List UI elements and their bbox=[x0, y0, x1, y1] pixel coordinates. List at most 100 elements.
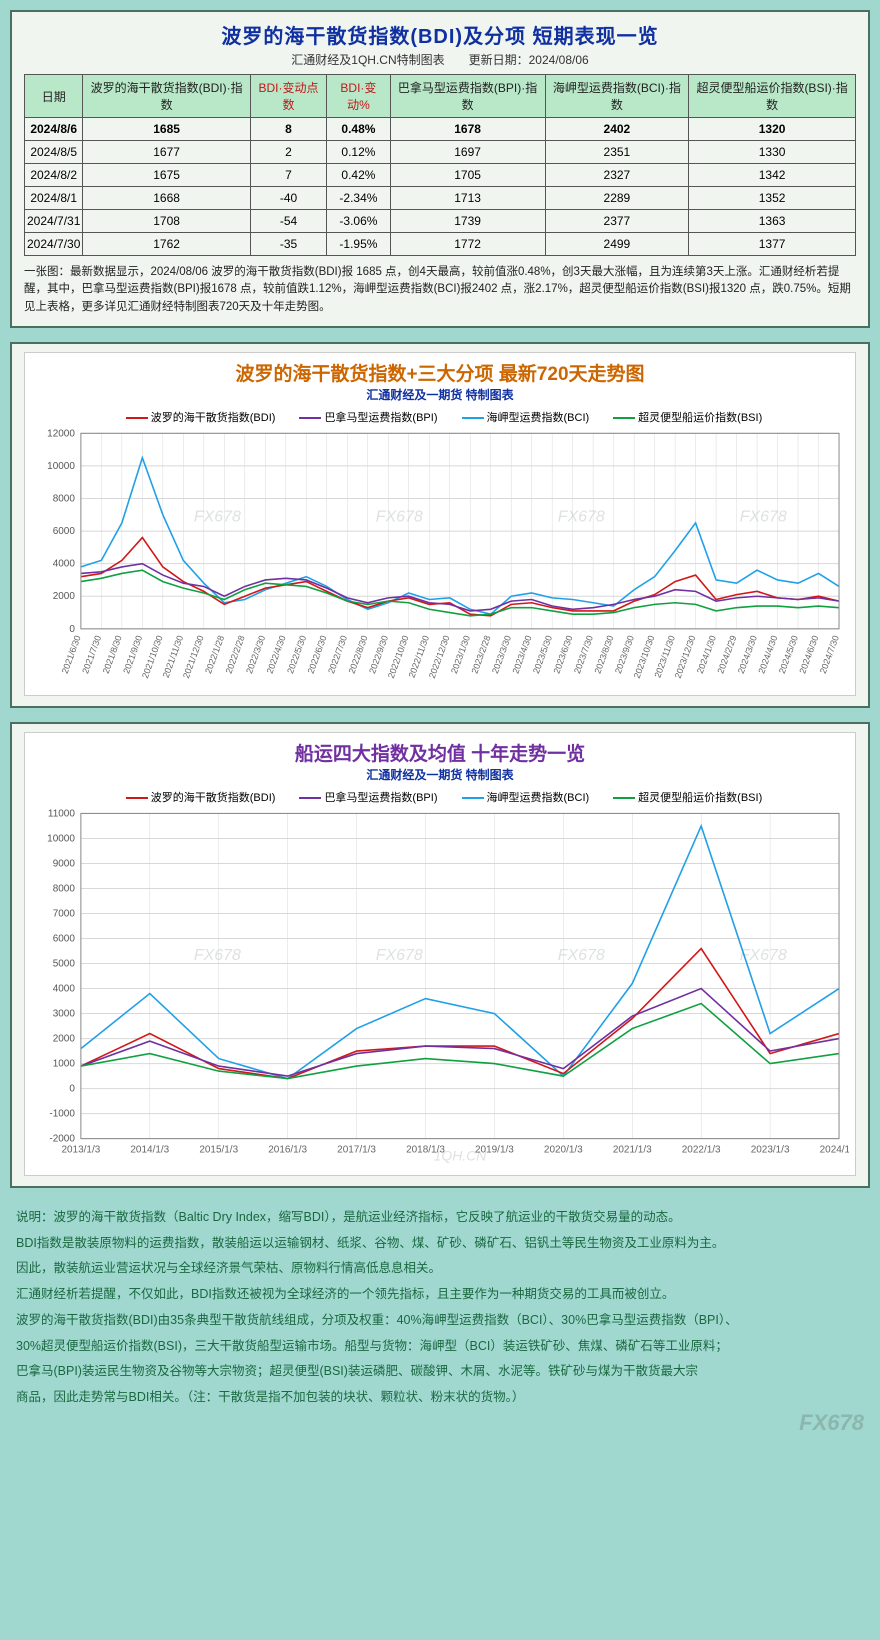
chart1-subtitle: 汇通财经及一期货 特制图表 bbox=[31, 386, 849, 403]
table-cell: -40 bbox=[250, 187, 326, 210]
svg-text:2022/8/30: 2022/8/30 bbox=[347, 634, 370, 675]
svg-text:2023/7/30: 2023/7/30 bbox=[572, 634, 595, 675]
svg-text:2023/12/30: 2023/12/30 bbox=[673, 634, 698, 680]
explain-line: 说明：波罗的海干散货指数（Baltic Dry Index，缩写BDI），是航运… bbox=[16, 1206, 864, 1230]
svg-text:8000: 8000 bbox=[53, 493, 76, 504]
table-cell: 1772 bbox=[390, 233, 545, 256]
chart2-wrap: 船运四大指数及均值 十年走势一览 汇通财经及一期货 特制图表 波罗的海干散货指数… bbox=[24, 732, 856, 1176]
table-cell: 1762 bbox=[83, 233, 250, 256]
chart2-legend: 波罗的海干散货指数(BDI)巴拿马型运费指数(BPI)海岬型运费指数(BCI)超… bbox=[31, 789, 849, 805]
svg-text:2000: 2000 bbox=[53, 1033, 76, 1044]
table-cell: 2 bbox=[250, 141, 326, 164]
svg-text:FX678: FX678 bbox=[558, 508, 605, 525]
svg-text:4000: 4000 bbox=[53, 558, 76, 569]
svg-text:8000: 8000 bbox=[53, 883, 76, 894]
legend-swatch bbox=[462, 797, 484, 799]
chart2-title: 船运四大指数及均值 十年走势一览 bbox=[31, 739, 849, 766]
table-cell: 1678 bbox=[390, 118, 545, 141]
svg-text:2024/3/30: 2024/3/30 bbox=[736, 634, 759, 675]
table-cell: 2024/8/6 bbox=[25, 118, 83, 141]
svg-text:2022/4/30: 2022/4/30 bbox=[265, 634, 288, 675]
chart1-panel: 波罗的海干散货指数+三大分项 最新720天走势图 汇通财经及一期货 特制图表 波… bbox=[10, 342, 870, 708]
svg-text:2021/8/30: 2021/8/30 bbox=[101, 634, 124, 675]
svg-text:2000: 2000 bbox=[53, 591, 76, 602]
svg-text:2024/6/30: 2024/6/30 bbox=[797, 634, 820, 675]
legend-swatch bbox=[613, 417, 635, 419]
svg-text:2023/4/30: 2023/4/30 bbox=[511, 634, 534, 675]
svg-text:2023/1/30: 2023/1/30 bbox=[449, 634, 472, 675]
svg-text:2022/3/30: 2022/3/30 bbox=[244, 634, 267, 675]
svg-text:2023/5/30: 2023/5/30 bbox=[531, 634, 554, 675]
svg-text:2022/1/28: 2022/1/28 bbox=[203, 634, 226, 675]
table-cell: -2.34% bbox=[327, 187, 390, 210]
svg-text:2022/6/30: 2022/6/30 bbox=[306, 634, 329, 675]
explain-line: 巴拿马(BPI)装运民生物资及谷物等大宗物资；超灵便型(BSI)装运磷肥、碳酸钾… bbox=[16, 1360, 864, 1384]
table-cell: 2024/7/30 bbox=[25, 233, 83, 256]
legend-swatch bbox=[462, 417, 484, 419]
table-row: 2024/8/6168580.48%167824021320 bbox=[25, 118, 856, 141]
table-cell: 1377 bbox=[689, 233, 856, 256]
table-cell: 1677 bbox=[83, 141, 250, 164]
table-cell: 1739 bbox=[390, 210, 545, 233]
bdi-table: 日期波罗的海干散货指数(BDI)·指数BDI·变动点数BDI·变动%巴拿马型运费… bbox=[24, 74, 856, 256]
svg-text:-1000: -1000 bbox=[49, 1108, 75, 1119]
chart1-legend: 波罗的海干散货指数(BDI)巴拿马型运费指数(BPI)海岬型运费指数(BCI)超… bbox=[31, 409, 849, 425]
table-cell: 1697 bbox=[390, 141, 545, 164]
table-cell: 0.48% bbox=[327, 118, 390, 141]
svg-text:2021/7/30: 2021/7/30 bbox=[80, 634, 103, 675]
legend-item: 海岬型运费指数(BCI) bbox=[454, 792, 590, 804]
svg-text:2023/3/30: 2023/3/30 bbox=[490, 634, 513, 675]
table-cell: 1708 bbox=[83, 210, 250, 233]
svg-text:1000: 1000 bbox=[53, 1058, 76, 1069]
svg-text:2023/2/28: 2023/2/28 bbox=[470, 634, 493, 675]
table-cell: 1342 bbox=[689, 164, 856, 187]
svg-text:4000: 4000 bbox=[53, 983, 76, 994]
legend-swatch bbox=[299, 417, 321, 419]
chart1-title: 波罗的海干散货指数+三大分项 最新720天走势图 bbox=[31, 359, 849, 386]
svg-text:5000: 5000 bbox=[53, 958, 76, 969]
table-cell: 2499 bbox=[545, 233, 689, 256]
svg-text:10000: 10000 bbox=[47, 833, 75, 844]
table-cell: 0.12% bbox=[327, 141, 390, 164]
table-cell: 2289 bbox=[545, 187, 689, 210]
table-cell: 2327 bbox=[545, 164, 689, 187]
legend-swatch bbox=[613, 797, 635, 799]
svg-text:2024/2/29: 2024/2/29 bbox=[715, 634, 738, 675]
svg-text:2018/1/3: 2018/1/3 bbox=[406, 1144, 445, 1155]
svg-text:10000: 10000 bbox=[47, 461, 75, 472]
svg-text:2022/12/30: 2022/12/30 bbox=[427, 634, 452, 680]
table-cell: 0.42% bbox=[327, 164, 390, 187]
svg-text:2023/8/30: 2023/8/30 bbox=[592, 634, 615, 675]
table-cell: 2024/7/31 bbox=[25, 210, 83, 233]
table-cell: 2024/8/5 bbox=[25, 141, 83, 164]
svg-text:2024/5/30: 2024/5/30 bbox=[777, 634, 800, 675]
table-subtitle: 汇通财经及1QH.CN特制图表 更新日期：2024/08/06 bbox=[24, 51, 856, 68]
table-cell: 1363 bbox=[689, 210, 856, 233]
svg-text:9000: 9000 bbox=[53, 858, 76, 869]
svg-text:2021/6/30: 2021/6/30 bbox=[60, 634, 83, 675]
table-cell: 7 bbox=[250, 164, 326, 187]
table-header-cell: 巴拿马型运费指数(BPI)·指数 bbox=[390, 75, 545, 118]
svg-text:2022/5/30: 2022/5/30 bbox=[285, 634, 308, 675]
table-panel: 波罗的海干散货指数(BDI)及分项 短期表现一览 汇通财经及1QH.CN特制图表… bbox=[10, 10, 870, 328]
explain-line: 汇通财经析若提醒，不仅如此，BDI指数还被视为全球经济的一个领先指标，且主要作为… bbox=[16, 1283, 864, 1307]
chart2-svg: -2000-1000010002000300040005000600070008… bbox=[31, 809, 849, 1169]
table-header-cell: BDI·变动点数 bbox=[250, 75, 326, 118]
corner-watermark: FX678 bbox=[10, 1410, 870, 1436]
table-row: 2024/8/11668-40-2.34%171322891352 bbox=[25, 187, 856, 210]
svg-text:FX678: FX678 bbox=[376, 947, 423, 964]
legend-item: 波罗的海干散货指数(BDI) bbox=[118, 412, 276, 424]
svg-text:2015/1/3: 2015/1/3 bbox=[199, 1144, 238, 1155]
table-cell: 1330 bbox=[689, 141, 856, 164]
explain-line: 波罗的海干散货指数(BDI)由35条典型干散货航线组成，分项及权重：40%海岬型… bbox=[16, 1309, 864, 1333]
legend-item: 巴拿马型运费指数(BPI) bbox=[291, 412, 437, 424]
table-row: 2024/7/311708-54-3.06%173923771363 bbox=[25, 210, 856, 233]
svg-text:3000: 3000 bbox=[53, 1008, 76, 1019]
table-cell: -3.06% bbox=[327, 210, 390, 233]
table-cell: 2024/8/1 bbox=[25, 187, 83, 210]
svg-text:0: 0 bbox=[69, 624, 75, 635]
chart1-wrap: 波罗的海干散货指数+三大分项 最新720天走势图 汇通财经及一期货 特制图表 波… bbox=[24, 352, 856, 696]
svg-text:0: 0 bbox=[69, 1083, 75, 1094]
explain-line: BDI指数是散装原物料的运费指数，散装船运以运输钢材、纸浆、谷物、煤、矿砂、磷矿… bbox=[16, 1232, 864, 1256]
legend-item: 海岬型运费指数(BCI) bbox=[454, 412, 590, 424]
